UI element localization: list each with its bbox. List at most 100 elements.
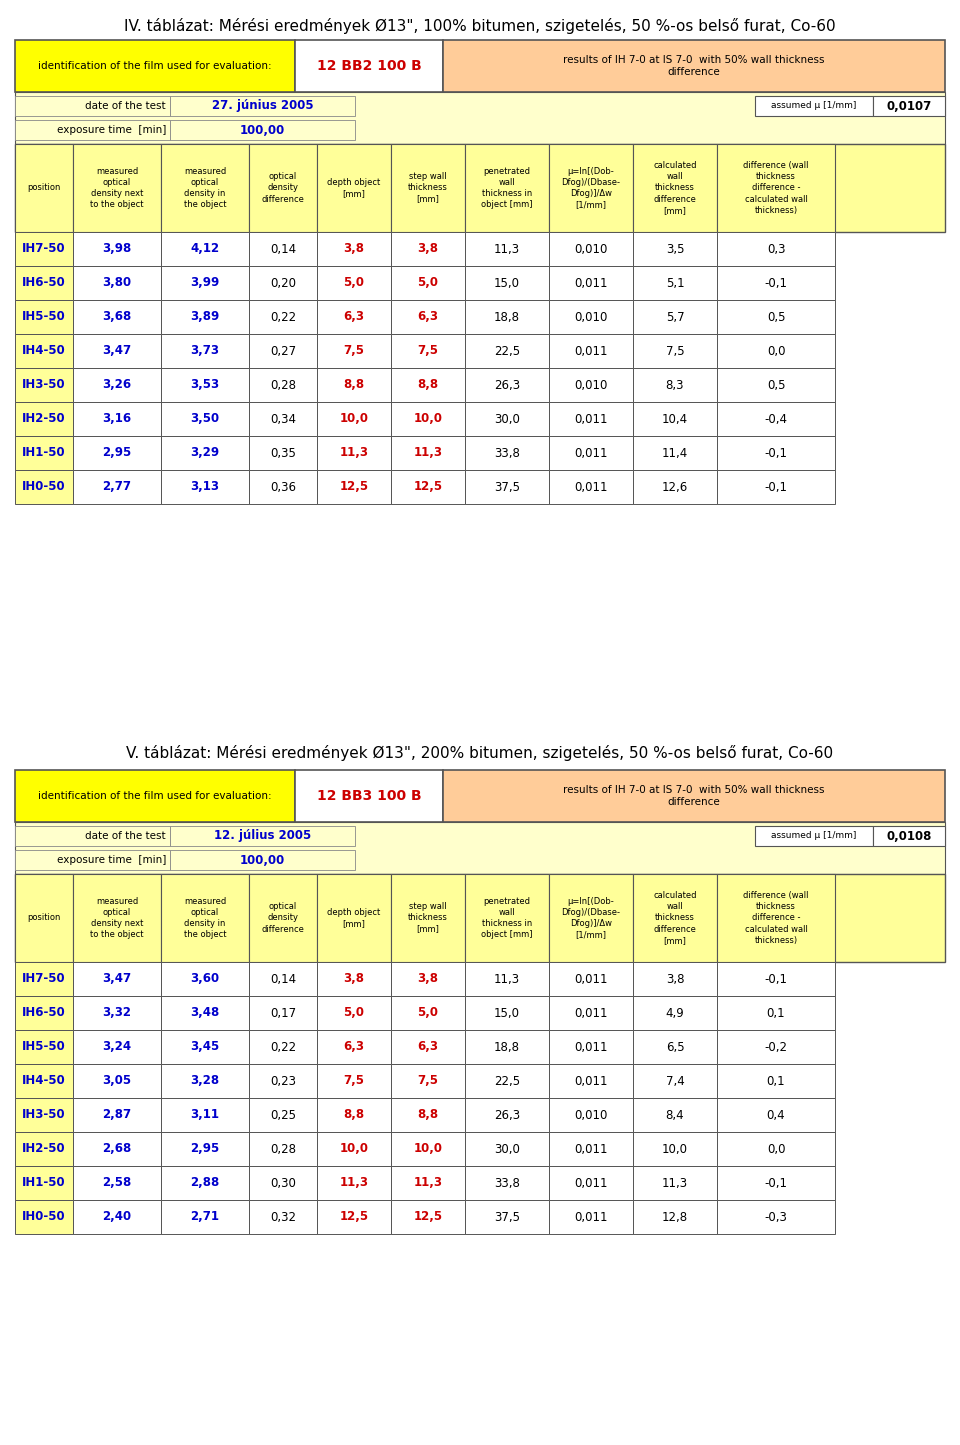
Text: 10,4: 10,4 — [662, 412, 688, 425]
Text: IH0-50: IH0-50 — [22, 1211, 66, 1224]
Text: 11,4: 11,4 — [661, 447, 688, 460]
Bar — [633, 233, 717, 266]
Bar — [465, 144, 549, 233]
Bar — [15, 962, 73, 996]
Bar — [465, 1166, 549, 1199]
Text: assumed μ [1/mm]: assumed μ [1/mm] — [771, 101, 856, 110]
Text: results of IH 7-0 at IS 7-0  with 50% wall thickness
difference: results of IH 7-0 at IS 7-0 with 50% wal… — [564, 785, 825, 808]
Text: 15,0: 15,0 — [494, 1007, 520, 1020]
Text: 33,8: 33,8 — [494, 1176, 520, 1189]
Text: 6,3: 6,3 — [418, 1040, 439, 1053]
Text: 37,5: 37,5 — [494, 481, 520, 494]
Bar — [465, 1131, 549, 1166]
Bar — [391, 1030, 465, 1064]
Bar — [73, 301, 161, 334]
Text: 7,5: 7,5 — [418, 344, 439, 357]
Text: 3,48: 3,48 — [190, 1007, 220, 1020]
Text: 6,3: 6,3 — [344, 1040, 365, 1053]
Text: -0,2: -0,2 — [764, 1040, 787, 1053]
Bar — [249, 1166, 317, 1199]
Text: 3,8: 3,8 — [418, 243, 439, 256]
Bar — [161, 996, 249, 1030]
Bar — [717, 334, 835, 368]
Text: 12,5: 12,5 — [340, 481, 369, 494]
Text: 0,32: 0,32 — [270, 1211, 296, 1224]
Text: 0,22: 0,22 — [270, 311, 296, 324]
Text: 3,29: 3,29 — [190, 447, 220, 460]
Bar — [15, 334, 73, 368]
Bar — [249, 368, 317, 402]
Text: 0,5: 0,5 — [767, 379, 785, 392]
Text: assumed μ [1/mm]: assumed μ [1/mm] — [771, 831, 856, 841]
Text: 8,4: 8,4 — [665, 1108, 684, 1121]
Text: 0,011: 0,011 — [574, 1075, 608, 1088]
Bar — [317, 996, 391, 1030]
Bar — [15, 1098, 73, 1131]
Bar — [717, 436, 835, 470]
Text: 5,7: 5,7 — [665, 311, 684, 324]
Text: IH1-50: IH1-50 — [22, 447, 66, 460]
Text: 3,26: 3,26 — [103, 379, 132, 392]
Text: 0,4: 0,4 — [767, 1108, 785, 1121]
Bar — [391, 1064, 465, 1098]
Bar — [73, 266, 161, 301]
Text: 10,0: 10,0 — [340, 1143, 369, 1156]
Text: 3,80: 3,80 — [103, 276, 132, 289]
Bar — [633, 1166, 717, 1199]
Text: penetrated
wall
thickness in
object [mm]: penetrated wall thickness in object [mm] — [481, 166, 533, 210]
Bar — [391, 996, 465, 1030]
Bar — [549, 874, 633, 962]
Bar — [465, 334, 549, 368]
Text: 0,011: 0,011 — [574, 1007, 608, 1020]
Bar — [73, 402, 161, 436]
Text: 100,00: 100,00 — [240, 854, 285, 867]
Text: 37,5: 37,5 — [494, 1211, 520, 1224]
Bar — [73, 962, 161, 996]
Bar — [465, 1098, 549, 1131]
Text: 3,05: 3,05 — [103, 1075, 132, 1088]
Text: 11,3: 11,3 — [494, 972, 520, 985]
Text: 0,20: 0,20 — [270, 276, 296, 289]
Text: 3,8: 3,8 — [344, 243, 365, 256]
Bar — [633, 368, 717, 402]
Bar — [15, 874, 945, 962]
Bar — [633, 301, 717, 334]
Text: 3,8: 3,8 — [418, 972, 439, 985]
Text: 2,40: 2,40 — [103, 1211, 132, 1224]
Text: -0,1: -0,1 — [764, 1176, 787, 1189]
Text: 30,0: 30,0 — [494, 412, 520, 425]
Bar — [170, 850, 355, 870]
Text: IH5-50: IH5-50 — [22, 311, 66, 324]
Bar — [161, 402, 249, 436]
Text: 0,35: 0,35 — [270, 447, 296, 460]
Bar — [391, 1131, 465, 1166]
Text: IV. táblázat: Mérési eredmények Ø13", 100% bitumen, szigetelés, 50 %-os belső fu: IV. táblázat: Mérési eredmények Ø13", 10… — [124, 17, 836, 35]
Text: 0,1: 0,1 — [767, 1007, 785, 1020]
Text: μ=ln[(Dob-
Dfog)/(Dbase-
Dfog)]/Δw
[1/mm]: μ=ln[(Dob- Dfog)/(Dbase- Dfog)]/Δw [1/mm… — [562, 897, 620, 939]
Text: 0,010: 0,010 — [574, 311, 608, 324]
Text: 7,5: 7,5 — [344, 344, 365, 357]
Bar — [443, 770, 945, 822]
Bar — [249, 1030, 317, 1064]
Text: step wall
thickness
[mm]: step wall thickness [mm] — [408, 902, 448, 933]
Bar — [633, 334, 717, 368]
Bar — [633, 1199, 717, 1234]
Text: 4,12: 4,12 — [190, 243, 220, 256]
Text: 0,23: 0,23 — [270, 1075, 296, 1088]
Bar — [717, 266, 835, 301]
Text: 8,8: 8,8 — [418, 1108, 439, 1121]
Bar — [249, 436, 317, 470]
Bar — [249, 402, 317, 436]
Bar — [73, 1064, 161, 1098]
Bar — [15, 822, 945, 874]
Bar — [249, 1064, 317, 1098]
Bar — [391, 334, 465, 368]
Text: 6,3: 6,3 — [344, 311, 365, 324]
Bar — [633, 962, 717, 996]
Text: 0,27: 0,27 — [270, 344, 296, 357]
Text: 3,60: 3,60 — [190, 972, 220, 985]
Text: 0,30: 0,30 — [270, 1176, 296, 1189]
Bar — [549, 233, 633, 266]
Text: penetrated
wall
thickness in
object [mm]: penetrated wall thickness in object [mm] — [481, 897, 533, 939]
Text: 5,0: 5,0 — [418, 1007, 439, 1020]
